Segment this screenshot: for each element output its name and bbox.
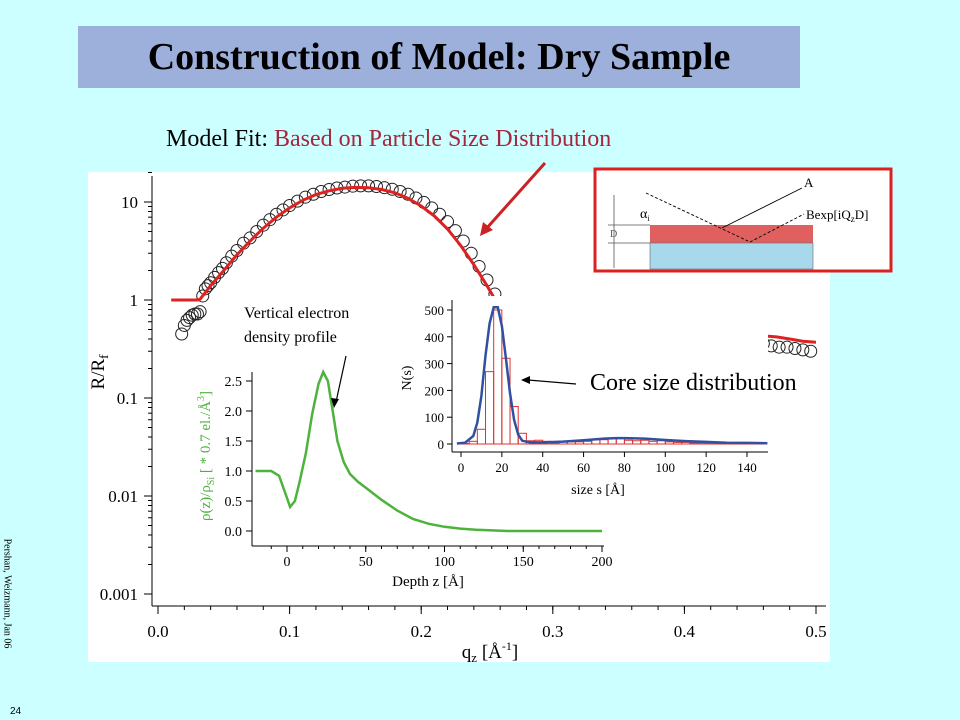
density-y-tick-label: 1.0 — [225, 465, 243, 480]
hist-y-tick-label: 100 — [425, 410, 445, 425]
hist-x-tick-label: 20 — [495, 460, 508, 475]
data-point — [180, 313, 194, 327]
data-point — [796, 343, 810, 357]
subtitle-prefix: Model Fit: — [166, 126, 275, 152]
hist-y-tick-label: 500 — [425, 303, 445, 318]
data-point — [804, 344, 818, 358]
label-d: D — [610, 229, 617, 240]
y-tick-label: 0.01 — [108, 487, 138, 506]
x-tick-label: 0.1 — [279, 622, 300, 641]
core-size-label: Core size distribution — [590, 370, 797, 396]
density-label-line2: density profile — [244, 329, 337, 346]
data-point — [208, 270, 222, 284]
x-tick-label: 0.5 — [805, 622, 826, 641]
density-y-tick-label: 0.0 — [225, 525, 243, 540]
y-tick-label: 10 — [121, 193, 138, 212]
density-x-tick-label: 0 — [284, 555, 291, 570]
hist-bar — [517, 432, 527, 445]
density-y-tick-label: 0.5 — [225, 495, 243, 510]
hist-y-tick-label: 0 — [438, 437, 445, 452]
density-profile-line — [255, 368, 602, 533]
x-tick-label: 0.0 — [147, 622, 168, 641]
fit-pointer-arrowhead — [480, 222, 493, 236]
data-point — [193, 305, 207, 319]
hist-y-tick-label: 200 — [425, 383, 445, 398]
data-point — [788, 341, 802, 355]
hist-bar — [509, 405, 519, 445]
y-tick-label: 1 — [130, 291, 139, 310]
data-point — [780, 340, 794, 354]
x-tick-label: 0.3 — [542, 622, 563, 641]
data-point — [354, 179, 368, 193]
label-alpha: αi — [640, 207, 650, 223]
density-y-tick-label: 1.5 — [225, 435, 243, 450]
data-point — [185, 308, 199, 322]
data-point — [175, 327, 189, 341]
data-point — [362, 179, 376, 193]
hist-x-title: size s [Å] — [571, 482, 625, 498]
data-point — [263, 213, 277, 227]
hist-x-tick-label: 0 — [458, 460, 465, 475]
hist-x-tick-label: 80 — [618, 460, 631, 475]
hist-x-tick-label: 120 — [696, 460, 716, 475]
density-y-tick-label: 2.5 — [225, 375, 243, 390]
y-tick-label: 0.1 — [117, 389, 138, 408]
hist-x-tick-label: 40 — [536, 460, 549, 475]
density-y-tick-label: 2.0 — [225, 405, 243, 420]
subtitle: Model Fit: Based on Particle Size Distri… — [166, 126, 611, 153]
slide-title: Construction of Model: Dry Sample — [147, 36, 731, 78]
density-label-line1: Vertical electron — [244, 305, 350, 322]
density-y-title: ρ(z)/ρSi [ * 0.7 el./Å3] — [196, 391, 217, 521]
density-x-title: Depth z [Å] — [392, 574, 464, 590]
density-x-tick-label: 100 — [434, 555, 455, 570]
data-point — [190, 307, 204, 321]
core-label-arrow — [527, 379, 577, 385]
x-tick-label: 0.4 — [674, 622, 696, 641]
hist-x-tick-label: 100 — [656, 460, 676, 475]
label-a: A — [804, 175, 814, 190]
author-credit: Pershan, Weizmann, Jan 06 — [1, 538, 13, 649]
hist-x-tick-label: 140 — [737, 460, 757, 475]
histogram-inset: 0 100 200 300 400 500 0 20 40 60 80 100 120 140 size s… — [400, 296, 768, 498]
data-point — [772, 340, 786, 354]
incident-beam — [645, 192, 751, 243]
hist-y-title: N(s) — [400, 365, 415, 390]
density-profile-label: Vertical electron density profile — [244, 302, 349, 350]
reflected-beam-interface — [749, 213, 805, 243]
label-bexp: Bexp[iQzD] — [806, 207, 869, 224]
main-axes: 10 1 0.1 0.01 0.001 0.0 0.1 0.2 0.3 0.4 0.5 qz [Å-1… — [88, 171, 827, 665]
reflected-beam-surface — [721, 187, 803, 229]
core-label-arrowhead — [521, 376, 530, 384]
hist-y-tick-label: 300 — [425, 357, 445, 372]
density-x-tick-label: 200 — [592, 555, 613, 570]
hist-x-tick-label: 60 — [577, 460, 590, 475]
x-tick-label: 0.2 — [411, 622, 432, 641]
density-x-tick-label: 150 — [513, 555, 534, 570]
data-point — [201, 279, 215, 293]
y-tick-label: 0.001 — [100, 585, 138, 604]
title-banner: Construction of Model: Dry Sample — [78, 26, 800, 88]
hist-plot-bg — [452, 296, 768, 454]
y-axis-title: R/Rf — [88, 354, 111, 390]
density-label-arrow — [335, 355, 347, 403]
substrate-layer — [649, 242, 814, 270]
film-layer — [650, 225, 813, 243]
data-point — [196, 289, 210, 303]
subtitle-highlight: Based on Particle Size Distribution — [274, 126, 612, 152]
fit-pointer-arrow — [484, 162, 547, 230]
density-label-arrowhead — [331, 398, 339, 408]
slide-number: 24 — [10, 706, 22, 717]
density-x-tick-label: 50 — [359, 555, 373, 570]
x-axis-title: qz [Å-1] — [462, 639, 518, 665]
hist-y-tick-label: 400 — [425, 330, 445, 345]
hist-fit-line — [456, 306, 768, 445]
reflectivity-schematic: A Bexp[iQzD] D αi — [593, 167, 893, 273]
